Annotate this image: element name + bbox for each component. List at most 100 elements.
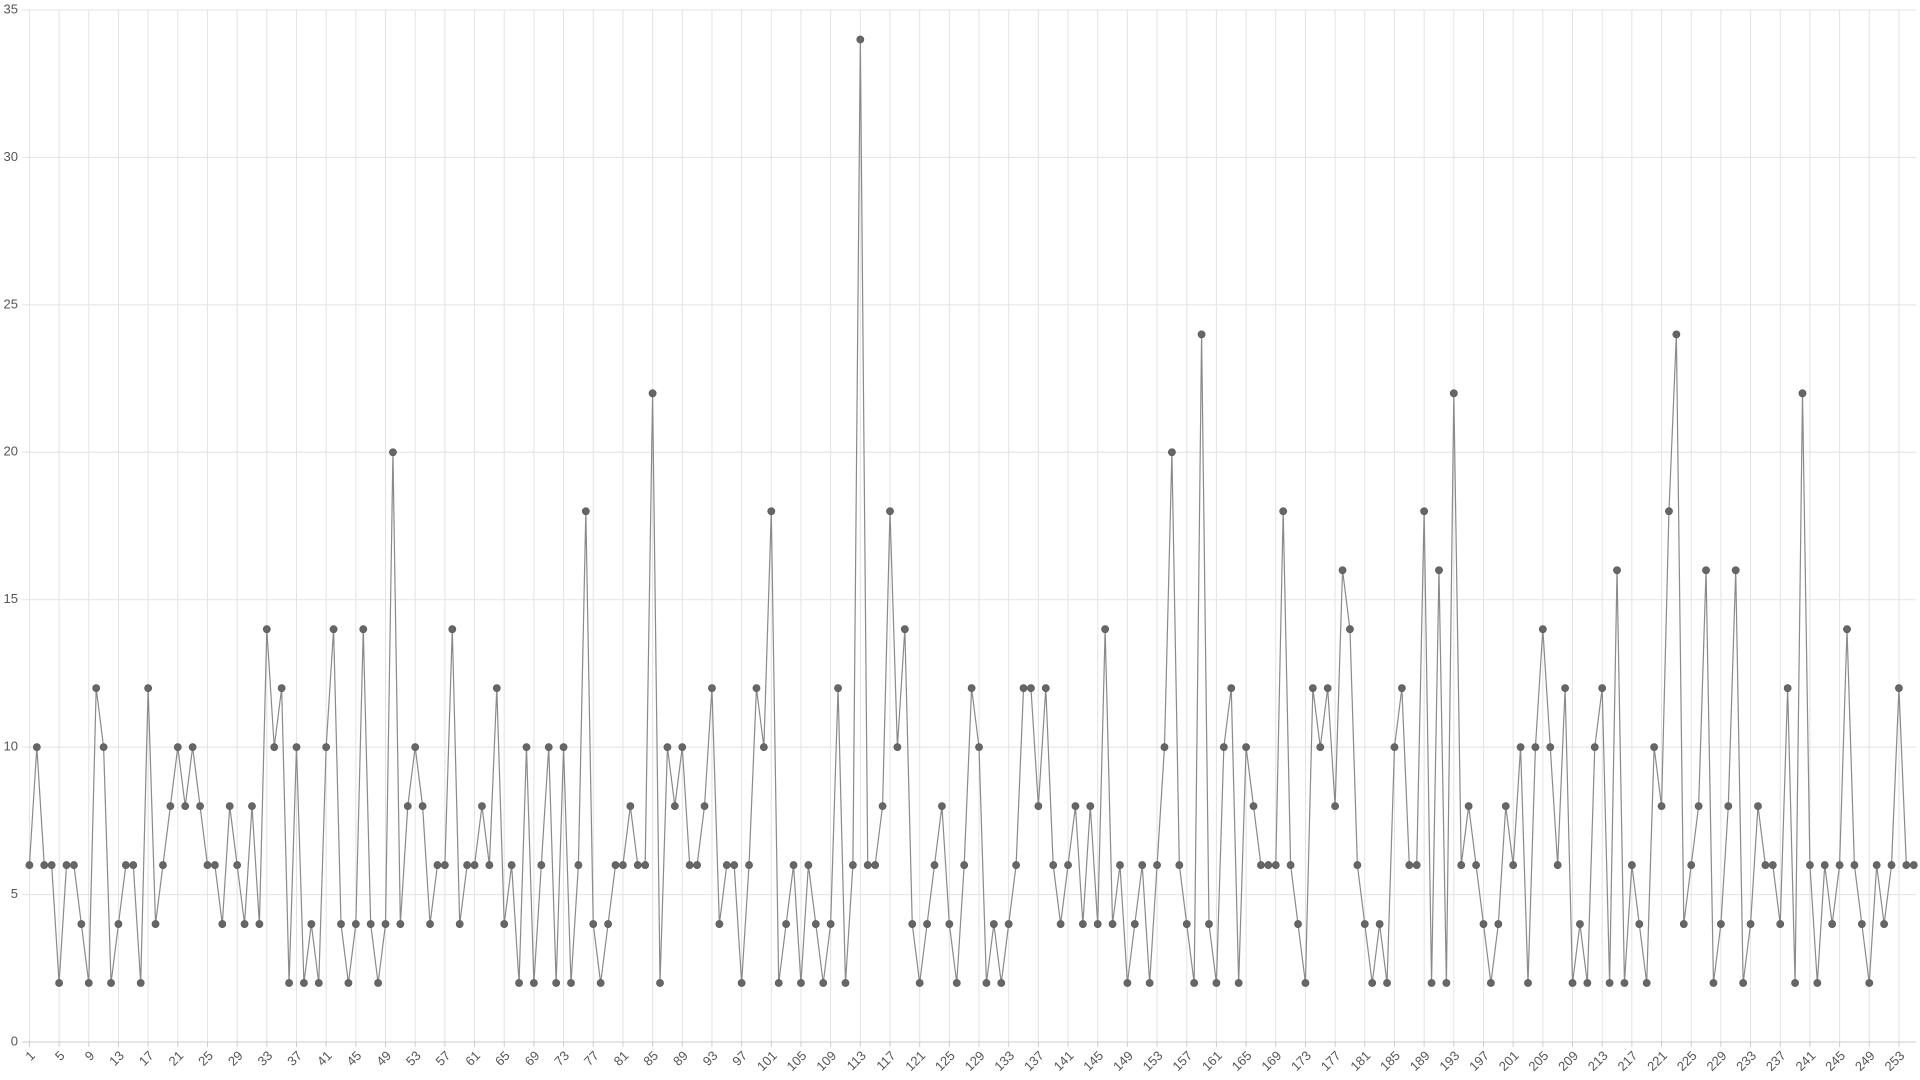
point: [1472, 861, 1480, 869]
point: [1724, 802, 1733, 811]
point: [292, 743, 301, 752]
x-tick-label: 29: [225, 1048, 246, 1069]
point: [552, 979, 561, 987]
point: [40, 861, 49, 869]
x-tick-label: 125: [932, 1048, 958, 1074]
point: [1806, 861, 1814, 869]
x-tick-label: 129: [962, 1048, 988, 1074]
x-tick-label: 9: [82, 1048, 98, 1064]
point: [515, 979, 523, 987]
point: [1012, 861, 1021, 869]
point: [1049, 861, 1058, 869]
point: [1190, 979, 1199, 987]
x-tick-label: 61: [462, 1048, 483, 1069]
point: [507, 861, 516, 869]
point: [1078, 920, 1087, 928]
point: [1449, 389, 1458, 398]
x-tick-label: 57: [433, 1048, 454, 1069]
point: [344, 979, 353, 987]
y-tick-label: 25: [4, 296, 18, 311]
point: [967, 684, 976, 693]
x-tick-label: 233: [1733, 1048, 1759, 1074]
y-tick-label: 20: [4, 444, 18, 459]
point: [1731, 566, 1740, 575]
point: [1872, 861, 1881, 869]
point: [1635, 920, 1644, 928]
point: [722, 861, 731, 869]
point: [1835, 861, 1844, 869]
point: [1427, 979, 1436, 987]
point: [1027, 684, 1035, 693]
point: [693, 861, 702, 869]
x-tick-label: 209: [1555, 1048, 1581, 1074]
point: [1613, 566, 1621, 575]
point: [1820, 861, 1829, 869]
point: [670, 802, 679, 811]
point: [619, 861, 627, 869]
point: [1494, 920, 1503, 928]
x-tick-label: 81: [611, 1048, 632, 1069]
x-tick-label: 153: [1140, 1048, 1166, 1074]
y-tick-label: 0: [11, 1033, 18, 1048]
point: [1650, 743, 1659, 752]
x-tick-label: 169: [1258, 1048, 1284, 1074]
point: [70, 861, 78, 869]
point: [1145, 979, 1154, 987]
x-tick-label: 49: [373, 1048, 394, 1069]
point: [1442, 979, 1451, 987]
point: [1590, 743, 1599, 752]
point: [32, 743, 41, 752]
point: [218, 920, 227, 928]
point: [1524, 979, 1532, 987]
point: [774, 979, 783, 987]
point: [1791, 979, 1799, 987]
point: [25, 861, 34, 869]
x-tick-label: 149: [1110, 1048, 1136, 1074]
point: [426, 920, 434, 928]
point: [1516, 743, 1525, 752]
x-tick-label: 237: [1763, 1048, 1789, 1074]
x-tick-label: 141: [1051, 1048, 1077, 1074]
point: [285, 979, 293, 987]
point: [923, 920, 931, 928]
line: [28, 39, 1914, 984]
point: [982, 979, 991, 987]
point: [1286, 861, 1295, 869]
point: [700, 802, 709, 811]
point: [1642, 979, 1651, 987]
x-tick-label: 181: [1347, 1048, 1373, 1074]
point: [863, 861, 872, 869]
point: [300, 979, 308, 987]
x-tick-label: 101: [754, 1048, 780, 1074]
point: [989, 920, 998, 928]
point: [470, 861, 479, 869]
y-tick-label: 15: [4, 591, 18, 606]
x-tick-label: 245: [1822, 1048, 1848, 1074]
x-tick-label: 221: [1644, 1048, 1670, 1074]
point: [1568, 979, 1577, 987]
point: [737, 979, 746, 987]
point: [1865, 979, 1874, 987]
point: [322, 743, 331, 752]
point: [581, 507, 590, 516]
point: [1672, 330, 1681, 339]
point: [804, 861, 813, 869]
point: [537, 861, 546, 869]
point: [1279, 507, 1288, 516]
y-tick-label: 5: [11, 886, 18, 901]
point: [1412, 861, 1421, 869]
x-tick-label: 161: [1199, 1048, 1225, 1074]
point: [1086, 802, 1095, 811]
point: [878, 802, 887, 811]
point: [574, 861, 583, 869]
point: [1138, 861, 1147, 869]
x-tick-label: 1: [22, 1048, 38, 1064]
x-tick-label: 189: [1407, 1048, 1433, 1074]
point: [1331, 802, 1340, 811]
point: [938, 802, 946, 811]
point: [848, 861, 857, 869]
point: [1754, 802, 1762, 811]
point: [1375, 920, 1384, 928]
point: [1346, 625, 1354, 634]
